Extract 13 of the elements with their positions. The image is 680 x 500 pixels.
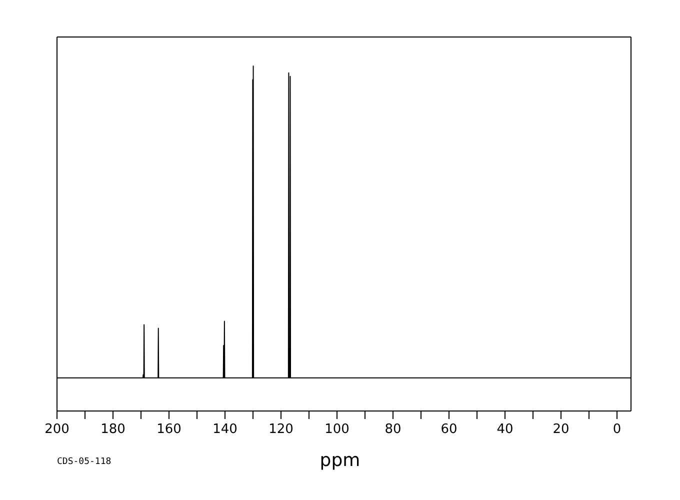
x-tick-label: 140: [212, 422, 238, 437]
x-tick-label: 0: [612, 422, 622, 437]
text: CDS-05-118: [57, 457, 112, 467]
x-tick-label: 180: [100, 422, 126, 437]
x-tick-label: 80: [384, 422, 402, 437]
x-tick-label: 60: [440, 422, 458, 437]
x-axis-title: ppm: [318, 450, 362, 471]
x-tick-label: 100: [324, 422, 350, 437]
x-tick-label: 40: [496, 422, 514, 437]
x-tick-label: 160: [156, 422, 182, 437]
x-tick-label: 200: [44, 422, 70, 437]
x-tick-label: 120: [268, 422, 294, 437]
x-tick-label: 20: [552, 422, 570, 437]
